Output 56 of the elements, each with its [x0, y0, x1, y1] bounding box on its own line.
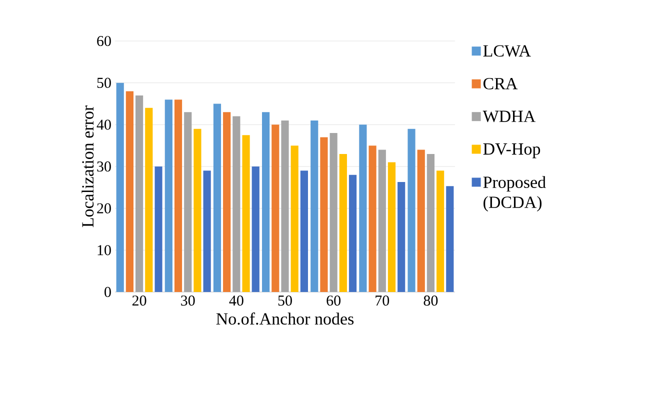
x-tick-label: 60 — [326, 296, 340, 306]
bar — [154, 166, 162, 292]
bar — [378, 150, 386, 292]
x-tick-label: 30 — [181, 296, 195, 306]
x-axis-title: No.of.Anchor nodes — [216, 312, 354, 325]
bar — [408, 128, 416, 292]
x-tick-label: 80 — [424, 296, 438, 306]
bar — [290, 146, 298, 292]
bar — [320, 137, 328, 292]
bar — [339, 154, 347, 292]
bar — [300, 170, 308, 292]
y-tick-label: 40 — [96, 120, 111, 130]
bar — [145, 108, 153, 292]
y-tick-label: 60 — [97, 36, 111, 46]
bar — [310, 120, 318, 292]
bar — [262, 112, 270, 292]
bar — [417, 150, 425, 292]
bar — [194, 128, 202, 292]
bar — [281, 120, 289, 292]
legend-label: LCWA — [483, 45, 531, 57]
bar — [135, 95, 144, 292]
bar — [436, 170, 444, 292]
y-axis-title: Localization error — [82, 106, 94, 228]
bar — [223, 112, 231, 292]
bar — [330, 133, 338, 292]
y-tick-label: 20 — [97, 203, 111, 214]
bar — [242, 135, 250, 292]
bar — [164, 100, 172, 292]
x-tick-label: 50 — [278, 296, 292, 306]
legend-label: WDHA — [482, 110, 536, 122]
bar — [398, 182, 406, 292]
bar — [446, 186, 454, 292]
bar — [272, 124, 280, 292]
bar — [359, 124, 367, 292]
bar — [116, 82, 124, 292]
bar — [388, 162, 396, 292]
legend-label: DV-Hop — [483, 143, 540, 158]
legend-label: CRA — [483, 78, 518, 90]
x-tick-label: 70 — [376, 296, 390, 306]
bar — [126, 91, 134, 292]
bar — [368, 146, 376, 292]
y-tick-label: 30 — [97, 161, 111, 172]
x-tick-label: 40 — [229, 296, 244, 306]
bar — [252, 166, 260, 292]
bar — [232, 116, 240, 292]
bar — [348, 174, 357, 292]
bar — [184, 112, 192, 292]
y-tick-label: 50 — [97, 78, 111, 88]
bar — [174, 100, 182, 292]
x-tick-label: 20 — [132, 296, 146, 306]
bar — [426, 154, 435, 292]
bar — [203, 170, 211, 292]
y-tick-label: 10 — [98, 245, 111, 256]
y-tick-label: 0 — [104, 286, 111, 298]
legend-label: Proposed (DCDA) — [483, 176, 546, 212]
bar — [213, 104, 222, 292]
